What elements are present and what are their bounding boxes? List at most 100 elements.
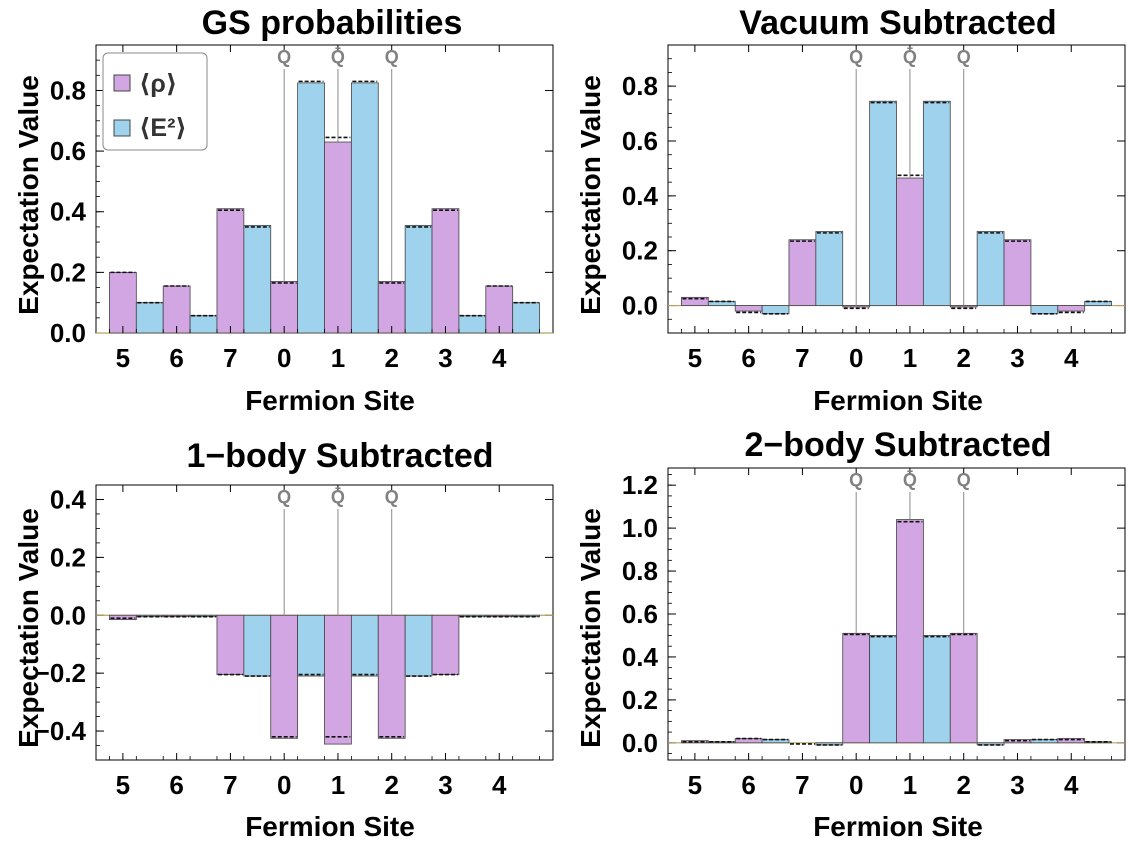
x-tick-label: 7 (795, 770, 809, 800)
panel-1-body-subtracted: 1−body Subtracted Expectation Value Ferm… (13, 437, 554, 842)
rho-bar (270, 614, 299, 739)
panel-title: Vacuum Subtracted (739, 4, 1056, 42)
x-tick-label: 2 (956, 343, 970, 373)
rho-bar (377, 281, 406, 334)
rho-bar (324, 614, 352, 745)
x-axis-label: Fermion Site (813, 811, 983, 842)
e2-bar (512, 302, 540, 334)
y-axis-label: Expectation Value (575, 75, 606, 315)
y-tick-label: 0.4 (50, 484, 87, 514)
x-tick-label: 0 (277, 343, 291, 373)
rho-bar (431, 208, 460, 334)
x-tick-label: 3 (1010, 770, 1024, 800)
plot-area: 0.0 0.2 0.4 0.6 0.8 1.0 1.2 5 6 7 0 1 2 3 4 Q Q̄ Q (622, 467, 1126, 800)
x-tick-label: 5 (116, 343, 130, 373)
y-tick-label: 0.0 (50, 318, 86, 348)
plot-area: 0.0 0.2 0.4 0.6 0.8 5 6 7 0 1 2 3 4 Q Q̄ Q (622, 44, 1126, 373)
panel-2-body-subtracted: 2−body Subtracted Expectation Value Ferm… (575, 426, 1126, 842)
legend: ⟨ρ⟩ ⟨E²⟩ (102, 52, 208, 151)
rho-bar (377, 614, 406, 739)
y-tick-label: 0.2 (50, 257, 86, 287)
y-tick-label: 0.0 (622, 291, 658, 321)
e2-bar (922, 100, 951, 306)
rho-bar (896, 177, 924, 306)
e2-bar (350, 614, 379, 677)
y-tick-label: 0.4 (622, 181, 659, 211)
x-tick-label: 3 (438, 770, 452, 800)
x-axis-label: Fermion Site (245, 385, 415, 416)
e2-bar (297, 614, 325, 677)
x-tick-label: 5 (116, 770, 130, 800)
rho-bar (109, 271, 137, 334)
rho-bar (162, 285, 191, 334)
rho-bar (431, 614, 460, 676)
rho-bar (896, 519, 924, 744)
x-tick-label: 1 (903, 770, 917, 800)
y-axis-label: Expectation Value (575, 508, 606, 748)
x-tick-label: 1 (903, 343, 917, 373)
e2-bar (1030, 305, 1059, 315)
x-tick-label: 6 (741, 343, 755, 373)
quark-marker-label: Q (849, 47, 863, 67)
x-tick-label: 3 (1010, 343, 1024, 373)
x-tick-label: 6 (169, 770, 183, 800)
y-tick-label: −0.4 (35, 716, 87, 746)
rho-bar (324, 141, 352, 334)
e2-bar (976, 231, 1005, 306)
panel-title: 2−body Subtracted (744, 426, 1051, 464)
antiquark-marker-label: Q̄ (331, 487, 345, 507)
x-tick-label: 0 (849, 770, 863, 800)
x-tick-label: 0 (849, 343, 863, 373)
y-axis-label: Expectation Value (13, 75, 44, 315)
y-tick-label: 0.6 (622, 599, 658, 629)
x-tick-label: 7 (223, 770, 237, 800)
rho-bar (216, 614, 245, 676)
rho-bar (949, 632, 978, 744)
x-tick-label: 6 (169, 343, 183, 373)
antiquark-marker-label: Q̄ (903, 47, 917, 67)
e2-bar (350, 82, 379, 334)
x-tick-label: 2 (956, 770, 970, 800)
e2-bar (922, 635, 951, 744)
e2-bar (869, 635, 897, 744)
x-tick-label: 4 (492, 343, 507, 373)
quark-marker-label: Q (385, 487, 399, 507)
quark-marker-label: Q (957, 470, 971, 490)
rho-bar (949, 305, 978, 308)
x-tick-label: 5 (688, 343, 702, 373)
rho-bar (270, 281, 299, 334)
x-tick-label: 4 (1064, 770, 1079, 800)
quark-marker-label: Q (385, 47, 399, 67)
x-tick-label: 7 (795, 343, 809, 373)
y-tick-label: 0.2 (622, 685, 658, 715)
x-axis-label: Fermion Site (245, 811, 415, 842)
quark-marker-label: Q (277, 487, 291, 507)
legend-label-rho: ⟨ρ⟩ (139, 70, 177, 98)
x-tick-label: 3 (438, 343, 452, 373)
y-tick-label: 0.8 (50, 75, 86, 105)
e2-bar (761, 305, 790, 315)
y-tick-label: 0.4 (50, 197, 87, 227)
e2-bar (297, 82, 325, 334)
plot-area: −0.4 −0.2 0.0 0.2 0.4 5 6 7 0 1 2 3 4 Q Q̄ Q (35, 484, 554, 800)
y-tick-label: 0.6 (622, 126, 658, 156)
x-tick-label: 4 (492, 770, 507, 800)
y-tick-label: 1.2 (622, 470, 658, 500)
rho-bar (788, 239, 817, 306)
quark-marker-label: Q (957, 47, 971, 67)
legend-swatch-rho (113, 74, 131, 92)
x-tick-label: 1 (331, 343, 345, 373)
y-tick-label: 0.2 (622, 236, 658, 266)
y-axis-label: Expectation Value (13, 508, 44, 748)
y-tick-label: 0.0 (622, 728, 658, 758)
rho-bar (216, 208, 245, 334)
x-tick-label: 7 (223, 343, 237, 373)
e2-bar (189, 315, 218, 334)
x-tick-label: 1 (331, 770, 345, 800)
e2-bar (869, 100, 897, 306)
e2-bar (458, 315, 487, 334)
e2-bar (243, 224, 272, 334)
y-tick-label: 0.6 (50, 136, 86, 166)
x-axis-label: Fermion Site (813, 385, 983, 416)
